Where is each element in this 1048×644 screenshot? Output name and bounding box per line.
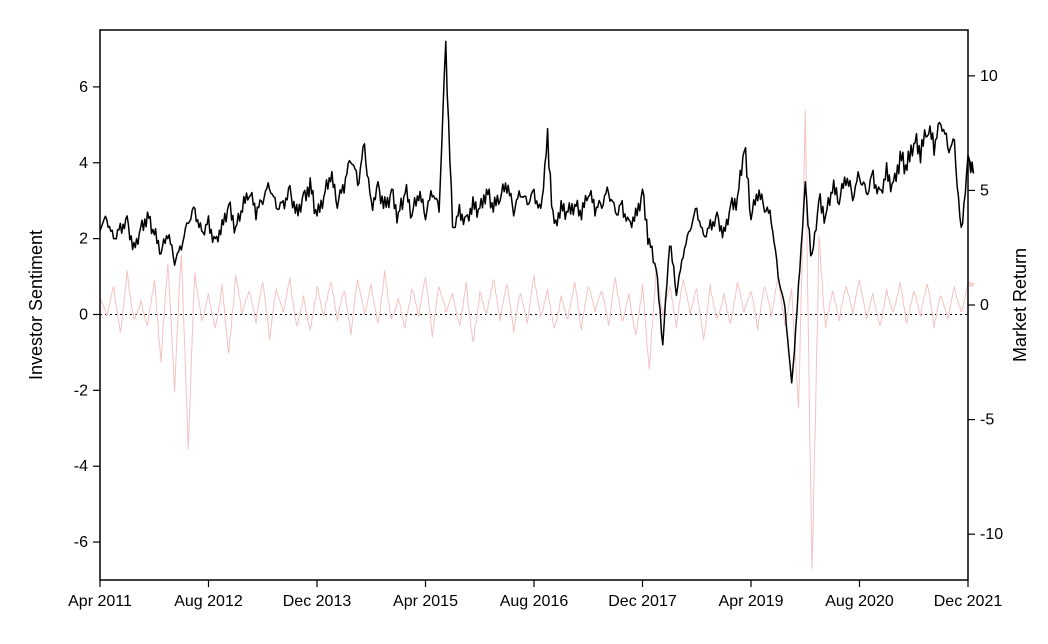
x-tick-label: Aug 2020 (825, 593, 894, 610)
x-tick-label: Dec 2021 (934, 593, 1003, 610)
x-tick-label: Dec 2017 (608, 593, 677, 610)
left-tick-label: 2 (79, 231, 88, 248)
chart-svg: -6 -4 -2 0 2 4 6 -10 -5 0 5 10 Apr 2011 Aug 2012 Dec 2… (0, 0, 1048, 644)
right-tick-label: 0 (980, 297, 989, 314)
x-tick-label: Dec 2013 (283, 593, 352, 610)
dual-axis-chart: -6 -4 -2 0 2 4 6 -10 -5 0 5 10 Apr 2011 Aug 2012 Dec 2… (0, 0, 1048, 644)
right-tick-label: 5 (980, 182, 989, 199)
left-tick-label: -2 (74, 382, 88, 399)
right-axis-label: Market Return (1010, 248, 1030, 362)
x-tick-label: Apr 2011 (68, 593, 132, 610)
right-tick-label: -10 (980, 526, 1003, 543)
x-tick-label: Apr 2015 (393, 593, 458, 610)
left-tick-label: 4 (79, 155, 88, 172)
left-tick-label: -4 (74, 458, 88, 475)
left-tick-label: 6 (79, 79, 88, 96)
left-tick-label: -6 (74, 534, 88, 551)
right-tick-label: -5 (980, 412, 994, 429)
x-tick-label: Aug 2012 (174, 593, 243, 610)
left-tick-label: 0 (79, 306, 88, 323)
x-tick-label: Apr 2019 (719, 593, 784, 610)
x-tick-label: Aug 2016 (500, 593, 569, 610)
right-tick-label: 10 (980, 68, 998, 85)
left-axis-label: Investor Sentiment (26, 230, 46, 380)
